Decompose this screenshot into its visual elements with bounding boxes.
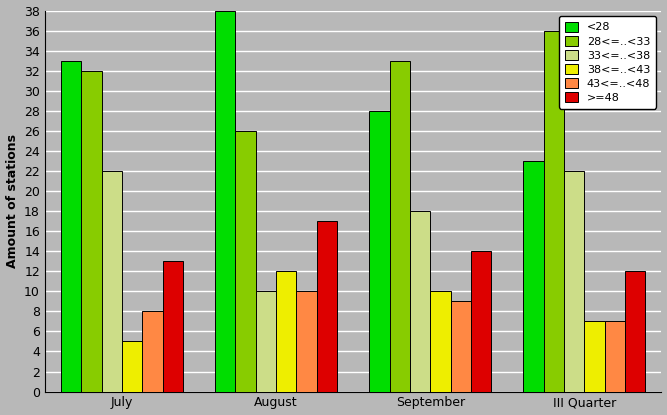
Bar <box>317 221 337 392</box>
Bar <box>605 321 625 392</box>
Bar <box>584 321 605 392</box>
Bar <box>430 291 451 392</box>
Bar <box>564 171 584 392</box>
Bar <box>215 10 235 392</box>
Bar <box>471 251 492 392</box>
Bar <box>625 271 646 392</box>
Bar <box>255 291 276 392</box>
Bar <box>61 61 81 392</box>
Bar <box>410 211 430 392</box>
Bar <box>524 161 544 392</box>
Bar <box>101 171 122 392</box>
Bar <box>235 131 255 392</box>
Bar <box>163 261 183 392</box>
Bar <box>142 311 163 392</box>
Bar <box>390 61 410 392</box>
Y-axis label: Amount of stations: Amount of stations <box>5 134 19 268</box>
Bar <box>369 111 390 392</box>
Bar <box>81 71 101 392</box>
Bar <box>276 271 296 392</box>
Bar <box>451 301 471 392</box>
Bar <box>296 291 317 392</box>
Bar <box>544 31 564 392</box>
Legend: <28, 28<=..<33, 33<=..<38, 38<=..<43, 43<=..<48, >=48: <28, 28<=..<33, 33<=..<38, 38<=..<43, 43… <box>559 16 656 109</box>
Bar <box>122 342 142 392</box>
